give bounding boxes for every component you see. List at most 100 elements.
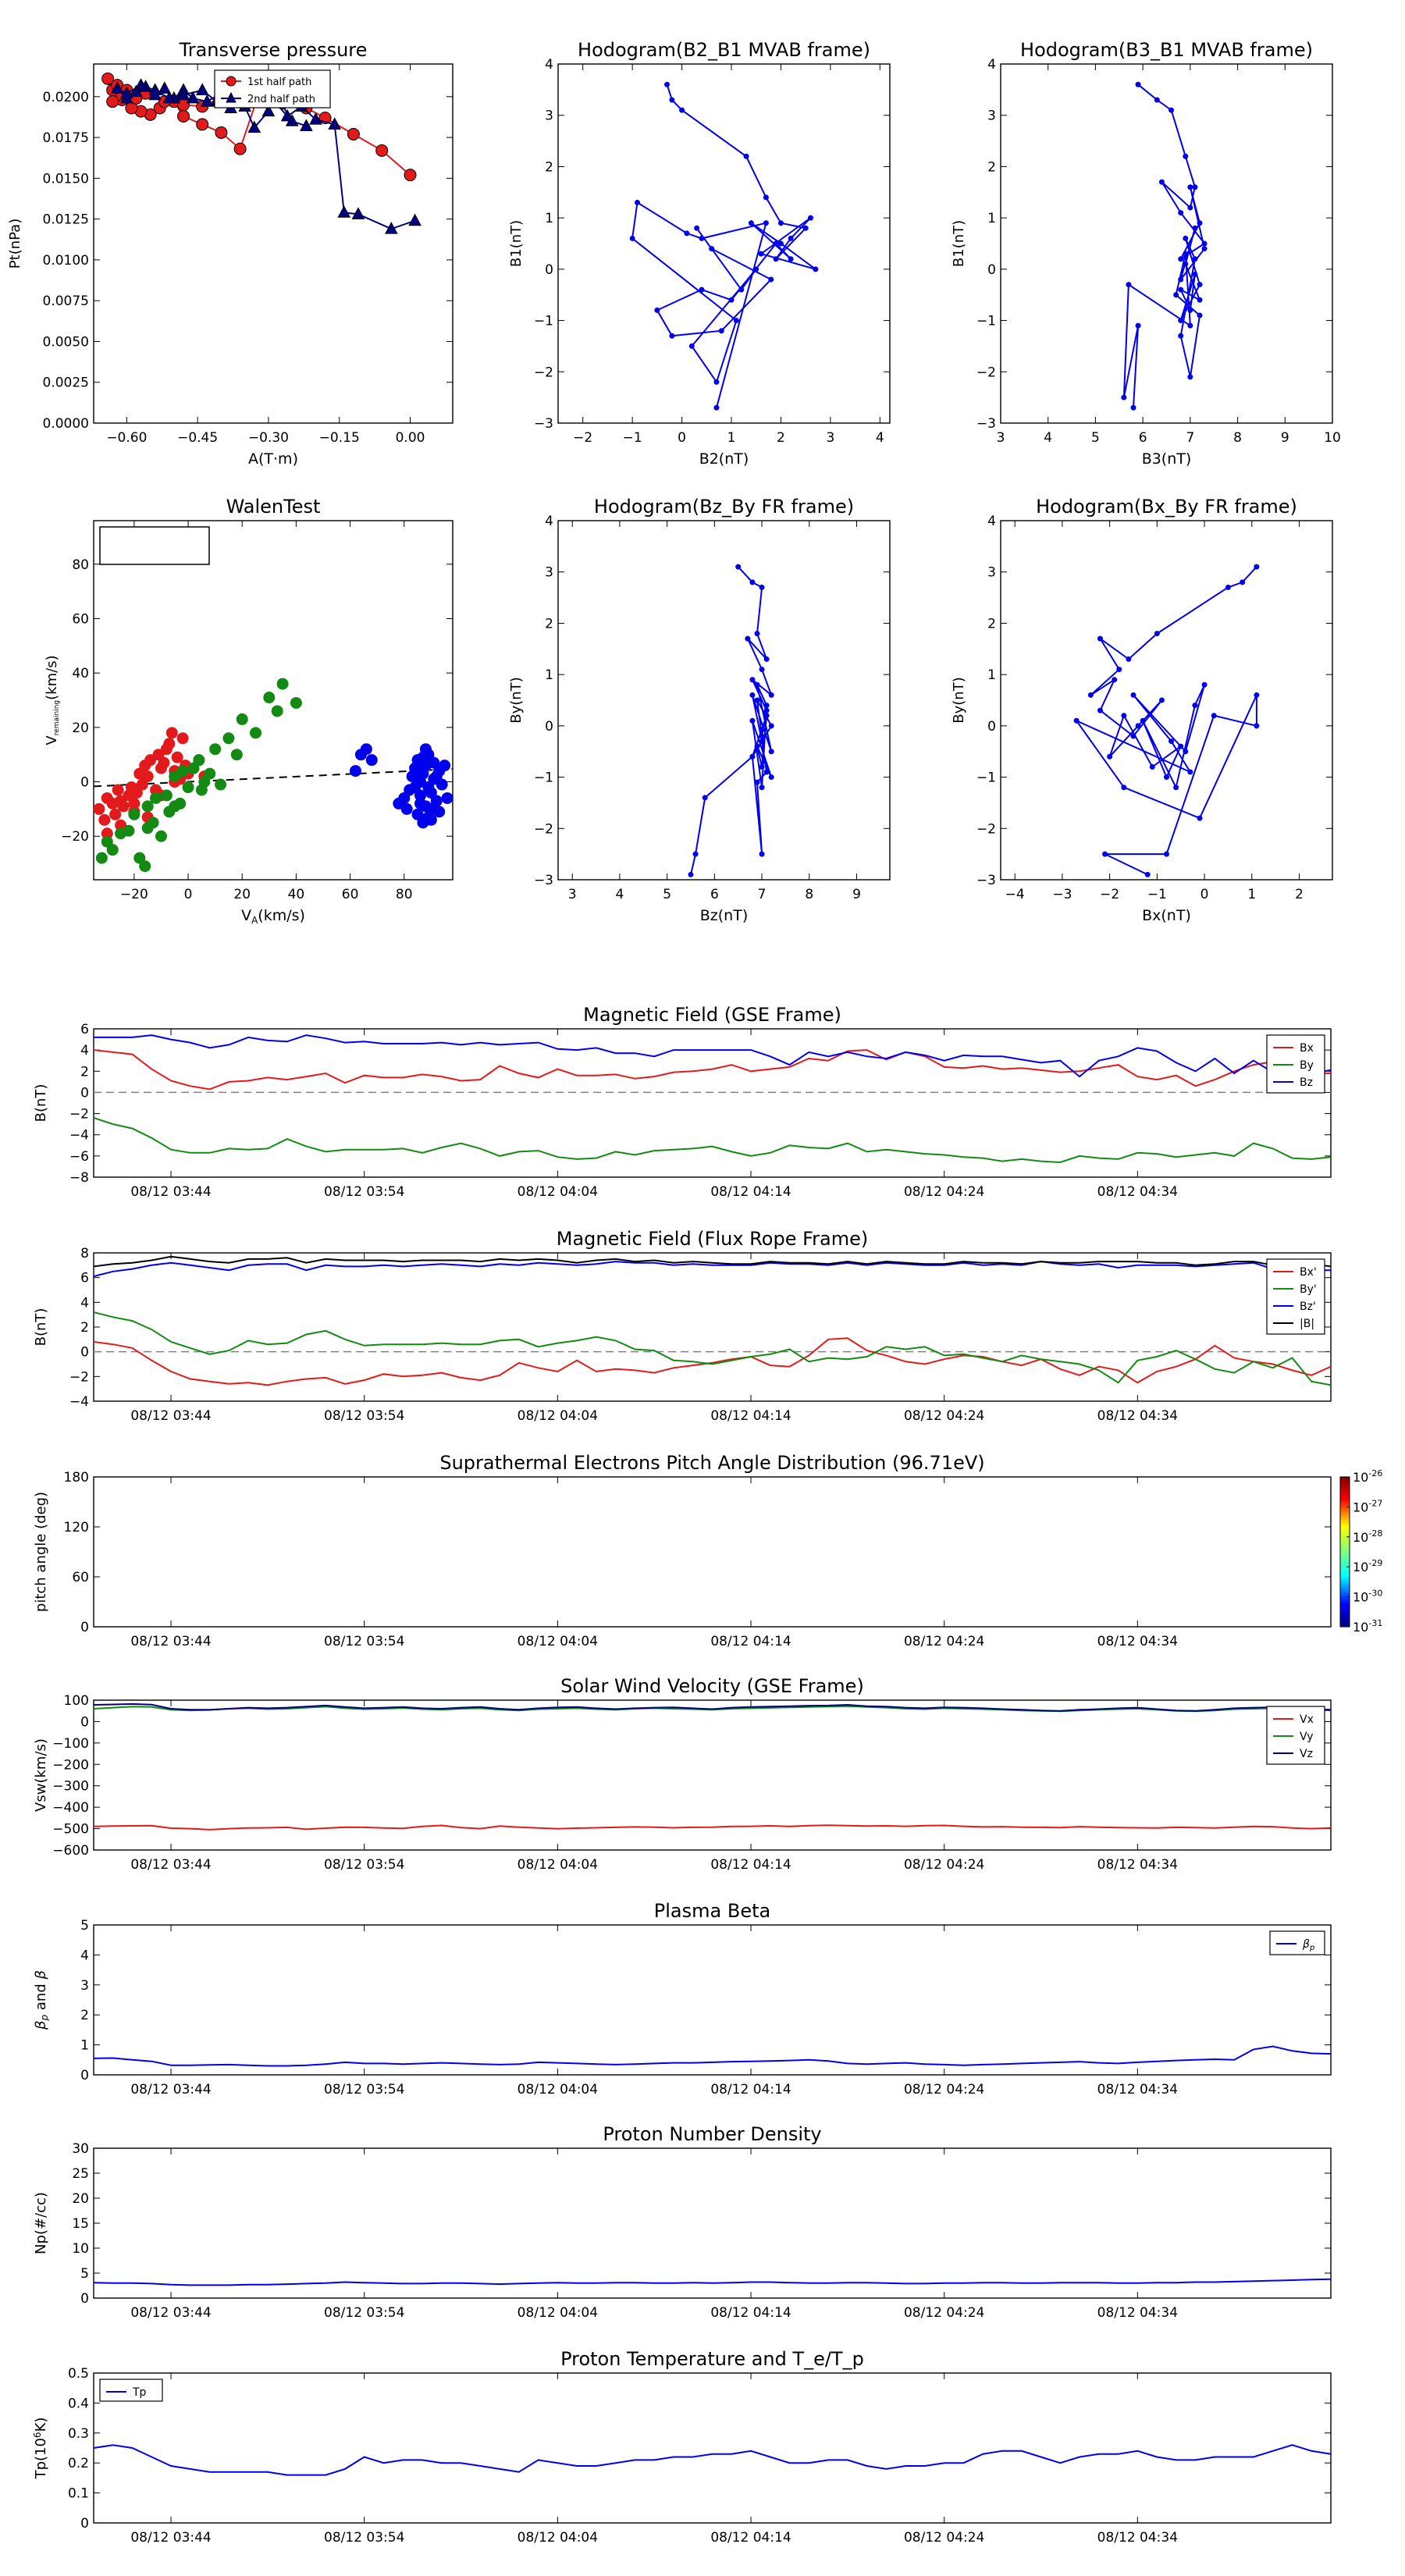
y-tick-label: 1 — [987, 667, 996, 683]
data-point — [749, 579, 756, 585]
series-bz- — [94, 1261, 1331, 1278]
data-point — [215, 778, 227, 791]
data-point — [233, 142, 247, 155]
data-point — [1197, 282, 1203, 288]
y-axis-label: B1(nT) — [951, 220, 967, 267]
x-tick-label: 08/12 04:34 — [1097, 1184, 1178, 1200]
data-point — [1240, 579, 1246, 585]
data-point — [1178, 333, 1184, 339]
series-np — [94, 2278, 1331, 2286]
data-point — [1135, 81, 1141, 87]
y-tick-label: 4 — [987, 514, 996, 529]
y-tick-label: 3 — [987, 565, 996, 581]
data-point — [176, 87, 190, 101]
data-point — [763, 194, 769, 201]
data-point — [1102, 851, 1108, 857]
data-point — [692, 851, 699, 857]
x-tick-label: 08/12 04:34 — [1097, 1634, 1178, 1649]
data-point — [398, 792, 411, 804]
y-tick-label: 0 — [987, 262, 996, 278]
data-point — [187, 762, 200, 774]
data-point — [813, 266, 819, 272]
series-vx — [94, 1824, 1331, 1831]
x-tick-label: 4 — [876, 430, 884, 446]
data-point — [400, 802, 413, 815]
x-tick-label: 0 — [1200, 887, 1209, 902]
y-tick-label: 2 — [545, 159, 553, 175]
x-tick-label: −3 — [1052, 887, 1072, 902]
data-point — [155, 830, 167, 842]
chart-title: Transverse pressure — [179, 39, 368, 61]
colorbar-tick-label: 10-31 — [1353, 1618, 1382, 1635]
y-tick-label: 0.0150 — [43, 171, 89, 187]
y-tick-label: 4 — [545, 514, 553, 529]
y-tick-label: 4 — [80, 1948, 89, 1963]
x-tick-label: 08/12 04:14 — [710, 1857, 791, 1873]
plot-frame — [557, 520, 891, 881]
data-point — [195, 83, 209, 95]
data-point — [110, 81, 124, 94]
data-layer — [94, 2278, 1331, 2286]
data-point — [1192, 225, 1198, 231]
data-point — [200, 94, 214, 107]
y-tick-label: 1 — [80, 2038, 89, 2054]
plot-frame — [93, 1699, 1332, 1851]
legend-label: Vx — [1300, 1713, 1314, 1726]
data-point — [309, 112, 322, 125]
legend: Bx' By' Bz' |B| — [1266, 1258, 1325, 1335]
legend-box — [1266, 1258, 1325, 1335]
y-tick-label: 3 — [80, 1978, 89, 1994]
data-point — [439, 760, 451, 772]
data-layer — [94, 1703, 1331, 1831]
data-point — [754, 743, 760, 749]
data-point — [1254, 723, 1260, 729]
plot-frame — [93, 520, 454, 881]
y-tick-label: 0.0050 — [43, 334, 89, 350]
chart-title: Solar Wind Velocity (GSE Frame) — [560, 1675, 864, 1697]
data-point — [165, 727, 178, 739]
series-line — [94, 1255, 1331, 1268]
data-point — [128, 797, 140, 809]
data-point — [182, 781, 194, 794]
data-point — [1225, 584, 1231, 590]
data-point — [365, 754, 378, 767]
data-point — [441, 792, 453, 804]
x-tick-label: 08/12 04:34 — [1097, 2082, 1178, 2097]
data-point — [152, 749, 165, 761]
data-point — [414, 797, 426, 809]
series-walen — [349, 743, 453, 829]
data-point — [430, 770, 443, 783]
x-tick-label: 08/12 03:54 — [324, 1857, 404, 1873]
data-point — [1149, 763, 1155, 770]
colorbar: 10-26 10-27 10-28 10-29 10-30 10-31 — [1339, 1468, 1382, 1635]
data-point — [788, 235, 794, 241]
x-tick-label: −0.60 — [106, 430, 147, 446]
y-tick-label: −2 — [69, 1107, 89, 1123]
chart-beta: Plasma Beta 0 1 2 3 4 5 08/12 03:44 08/12 03:54 0… — [33, 1900, 1332, 2097]
y-tick-label: 25 — [72, 2166, 89, 2182]
legend-label: Bx' — [1300, 1266, 1317, 1279]
y-tick-label: 0 — [80, 775, 89, 791]
data-point — [196, 118, 209, 131]
x-tick-label: 08/12 04:04 — [518, 2082, 598, 2097]
data-point — [1197, 815, 1203, 821]
data-layer — [94, 1255, 1331, 1386]
x-tick-label: 6 — [1139, 430, 1147, 446]
data-point — [802, 225, 809, 231]
colorbar-exponent: -28 — [1368, 1528, 1382, 1539]
data-point — [1201, 240, 1208, 247]
plot-frame — [93, 63, 454, 424]
data-point — [1135, 723, 1141, 729]
y-tick-label: −300 — [52, 1779, 89, 1795]
y-tick-label: 15 — [72, 2216, 89, 2232]
legend: Vx Vy Vz — [1266, 1706, 1325, 1765]
y-tick-label: 0.2 — [68, 2456, 89, 2471]
x-tick-label: 40 — [288, 887, 305, 902]
y-tick-label: 0.0075 — [43, 294, 89, 309]
data-point — [428, 756, 440, 769]
x-tick-label: 9 — [852, 887, 861, 902]
y-tick-label: 2 — [987, 616, 996, 632]
series-by- — [94, 1311, 1331, 1386]
data-point — [1130, 733, 1136, 739]
y-tick-label: 0 — [80, 2291, 89, 2307]
